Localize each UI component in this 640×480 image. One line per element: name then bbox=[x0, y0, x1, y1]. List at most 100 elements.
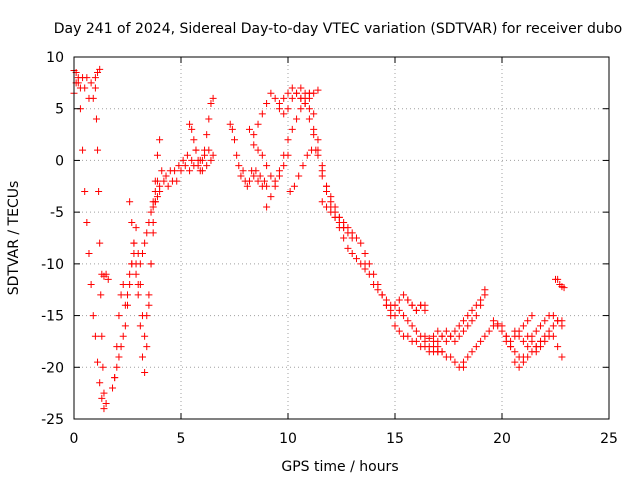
data-point bbox=[519, 322, 527, 330]
data-point bbox=[455, 322, 463, 330]
data-point bbox=[558, 353, 566, 361]
data-point bbox=[260, 177, 268, 185]
data-point bbox=[141, 368, 149, 376]
data-point bbox=[511, 348, 519, 356]
x-axis-label: GPS time / hours bbox=[281, 459, 398, 475]
data-point bbox=[96, 239, 104, 247]
data-point bbox=[263, 182, 271, 190]
series-Q bbox=[263, 151, 292, 211]
data-point bbox=[280, 94, 288, 102]
data-point bbox=[305, 105, 313, 113]
data-point bbox=[149, 229, 157, 237]
series-M bbox=[275, 84, 322, 108]
data-point bbox=[190, 136, 198, 144]
data-point bbox=[245, 177, 253, 185]
series-S bbox=[318, 198, 348, 232]
data-point bbox=[340, 234, 348, 242]
data-point bbox=[370, 281, 378, 289]
data-point bbox=[451, 358, 459, 366]
series-X bbox=[421, 291, 489, 345]
data-point bbox=[250, 172, 258, 180]
y-tick-label: 10 bbox=[46, 50, 64, 66]
data-point bbox=[256, 172, 264, 180]
y-axis-ticks: -25 -20 -15 -10 -5 0 5 10 bbox=[41, 50, 609, 428]
data-point bbox=[126, 281, 134, 289]
data-point bbox=[477, 337, 485, 345]
data-point bbox=[126, 270, 134, 278]
data-point bbox=[357, 239, 365, 247]
series-Z bbox=[434, 286, 489, 345]
data-point bbox=[288, 94, 296, 102]
data-point bbox=[549, 332, 557, 340]
data-point bbox=[305, 89, 313, 97]
data-point bbox=[98, 332, 106, 340]
x-tick-label: 0 bbox=[70, 431, 79, 447]
data-point bbox=[299, 162, 307, 170]
data-point bbox=[451, 337, 459, 345]
data-point bbox=[186, 120, 194, 128]
data-point bbox=[111, 374, 119, 382]
data-point bbox=[121, 322, 129, 330]
data-point bbox=[412, 327, 420, 335]
x-tick-label: 10 bbox=[279, 431, 297, 447]
data-point bbox=[92, 115, 100, 123]
data-point bbox=[153, 151, 161, 159]
data-point bbox=[310, 131, 318, 139]
data-point bbox=[305, 115, 313, 123]
data-point bbox=[511, 358, 519, 366]
grid-lines bbox=[74, 57, 609, 419]
data-point bbox=[79, 146, 87, 154]
series-R bbox=[286, 146, 320, 195]
y-axis-label: SDTVAR / TECUs bbox=[6, 181, 22, 296]
data-point bbox=[560, 284, 568, 292]
data-point bbox=[83, 218, 91, 226]
data-point bbox=[323, 182, 331, 190]
data-point bbox=[136, 281, 144, 289]
data-point bbox=[99, 363, 107, 371]
data-point bbox=[192, 146, 200, 154]
data-point bbox=[404, 296, 412, 304]
data-point bbox=[310, 110, 318, 118]
data-point bbox=[138, 353, 146, 361]
data-point bbox=[250, 141, 258, 149]
data-point bbox=[271, 94, 279, 102]
data-point bbox=[374, 286, 382, 294]
data-point bbox=[312, 146, 320, 154]
data-point bbox=[280, 110, 288, 118]
data-point bbox=[81, 187, 89, 195]
data-point bbox=[96, 379, 104, 387]
data-point bbox=[284, 89, 292, 97]
data-point bbox=[207, 156, 215, 164]
data-point bbox=[258, 151, 266, 159]
data-point bbox=[252, 167, 260, 175]
data-point bbox=[464, 322, 472, 330]
data-point bbox=[228, 125, 236, 133]
data-point bbox=[91, 84, 99, 92]
data-point bbox=[293, 89, 301, 97]
data-point bbox=[284, 136, 292, 144]
series-L bbox=[250, 89, 309, 139]
data-point bbox=[91, 332, 99, 340]
data-point bbox=[344, 244, 352, 252]
data-point bbox=[395, 306, 403, 314]
data-point bbox=[97, 291, 105, 299]
series-AE bbox=[532, 332, 566, 361]
data-point bbox=[158, 167, 166, 175]
data-point bbox=[430, 337, 438, 345]
data-point bbox=[301, 100, 309, 108]
data-point bbox=[94, 146, 102, 154]
series-AA bbox=[459, 312, 536, 366]
plot-frame bbox=[73, 56, 610, 420]
data-point bbox=[442, 337, 450, 345]
data-point bbox=[489, 317, 497, 325]
data-point bbox=[198, 156, 206, 164]
data-point bbox=[455, 332, 463, 340]
data-point bbox=[284, 105, 292, 113]
data-point bbox=[361, 250, 369, 258]
series-AF bbox=[552, 275, 568, 292]
data-point bbox=[95, 187, 103, 195]
data-point bbox=[188, 156, 196, 164]
x-axis-ticks: 0 5 10 15 20 25 bbox=[70, 57, 618, 447]
data-point bbox=[297, 105, 305, 113]
data-point bbox=[318, 172, 326, 180]
